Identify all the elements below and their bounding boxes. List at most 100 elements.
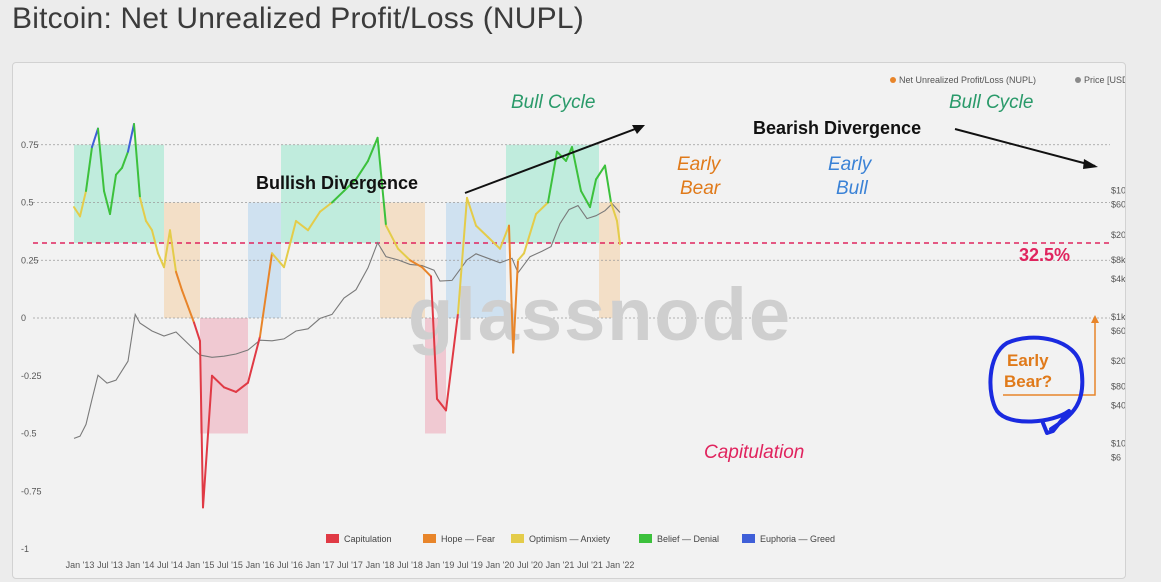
y-left-tick: -0.5	[21, 429, 37, 439]
x-tick: Jul '14	[157, 560, 183, 570]
nupl-segment	[175, 270, 183, 292]
x-tick: Jan '22	[606, 560, 635, 570]
nupl-segment	[589, 178, 597, 209]
nupl-segment	[343, 178, 357, 192]
y-left-tick: 0.75	[21, 140, 39, 150]
annotation-percent: 32.5%	[1019, 245, 1070, 265]
nupl-segment	[145, 219, 153, 232]
legend-price-dot	[1075, 77, 1081, 83]
nupl-segment	[121, 150, 129, 169]
nupl-segment	[187, 305, 195, 324]
bullish-divergence-arrow	[464, 125, 644, 194]
legend-nupl-label: Net Unrealized Profit/Loss (NUPL)	[899, 75, 1036, 85]
nupl-segment	[73, 206, 81, 218]
hand-drawn-circle	[988, 335, 1085, 435]
watermark: glassnode	[408, 273, 792, 356]
legend-label: Capitulation	[344, 534, 392, 544]
y-right-tick: $6	[1111, 452, 1121, 462]
y-axis-right: $100k $60k $20k $8k $4k $1k $600 $200 $80 $40 $10 $…	[1111, 186, 1125, 463]
nupl-segment	[355, 159, 369, 181]
x-tick: Jan '20	[486, 560, 515, 570]
y-right-tick: $40	[1111, 400, 1125, 410]
nupl-segment	[512, 259, 519, 354]
nupl-segment	[436, 397, 447, 412]
nupl-segment	[283, 219, 297, 269]
y-right-tick: $60k	[1111, 200, 1125, 210]
legend-label: Hope — Fear	[441, 534, 495, 544]
legend-bottom: Capitulation Hope — Fear Optimism — Anxiet…	[326, 534, 835, 544]
nupl-segment	[610, 201, 618, 222]
legend-label: Euphoria — Greed	[760, 534, 835, 544]
y-right-tick: $600	[1111, 326, 1125, 336]
nupl-segment	[235, 381, 249, 393]
nupl-segment	[376, 136, 387, 227]
bearish-arrowhead	[1083, 159, 1098, 169]
nupl-segment	[247, 335, 261, 384]
x-tick: Jan '21	[546, 560, 575, 570]
nupl-segment	[295, 219, 309, 232]
nupl-segment	[199, 340, 204, 509]
nupl-segment	[127, 122, 135, 153]
legend-swatch	[639, 534, 652, 543]
nupl-segment	[181, 289, 189, 308]
x-tick: Jan '13	[66, 560, 95, 570]
x-tick: Jan '19	[426, 560, 455, 570]
legend-label: Belief — Denial	[657, 534, 719, 544]
legend-swatch	[326, 534, 339, 543]
nupl-segment	[223, 386, 237, 393]
nupl-segment	[445, 312, 459, 412]
y-left-tick: 0	[21, 313, 26, 323]
x-tick: Jan '18	[366, 560, 395, 570]
nupl-segment	[103, 189, 111, 216]
y-right-tick: $80	[1111, 381, 1125, 391]
nupl-segment	[517, 252, 525, 262]
y-left-tick: -1	[21, 544, 29, 554]
y-left-tick: -0.25	[21, 371, 42, 381]
nupl-segment	[169, 229, 177, 273]
annotation-early-bull-1: Early	[828, 154, 873, 175]
nupl-segment	[475, 224, 489, 239]
x-tick: Jan '15	[186, 560, 215, 570]
y-axis-left: 0.75 0.5 0.25 0 -0.25 -0.5 -0.75 -1	[21, 140, 42, 554]
y-right-tick: $100k	[1111, 186, 1125, 196]
nupl-segment	[85, 146, 93, 192]
nupl-segment	[535, 201, 549, 216]
nupl-segment	[97, 127, 105, 192]
annotation-early-bull-2: Bull	[836, 178, 868, 199]
nupl-segment	[457, 196, 468, 315]
nupl-segment	[547, 150, 558, 204]
nupl-segment	[163, 229, 171, 269]
x-tick: Jul '20	[517, 560, 543, 570]
nupl-segment	[571, 146, 582, 192]
nupl-segment	[139, 196, 147, 222]
bullish-arrowhead	[632, 125, 645, 134]
x-tick: Jul '13	[97, 560, 123, 570]
annotation-bearish-divergence: Bearish Divergence	[753, 118, 921, 138]
x-tick: Jan '14	[126, 560, 155, 570]
annotation-early-bear-q-1: Early	[1007, 351, 1049, 370]
x-tick: Jan '16	[246, 560, 275, 570]
nupl-segment	[331, 189, 345, 204]
nupl-segment	[499, 224, 510, 250]
nupl-segment	[616, 219, 621, 246]
annotation-bullish-divergence: Bullish Divergence	[256, 173, 418, 193]
nupl-segment	[430, 275, 438, 400]
nupl-segment	[580, 189, 591, 209]
price-line	[73, 202, 621, 439]
early-bear-bracket-arrowhead	[1091, 315, 1099, 323]
nupl-segment	[409, 259, 423, 269]
nupl-segment	[523, 213, 537, 255]
nupl-segment	[604, 164, 612, 204]
early-bear-bracket	[1003, 320, 1096, 396]
nupl-segment	[466, 196, 477, 227]
nupl-segment	[319, 201, 333, 213]
x-tick: Jul '16	[277, 560, 303, 570]
y-right-tick: $20k	[1111, 230, 1125, 240]
page-title: Bitcoin: Net Unrealized Profit/Loss (NUP…	[12, 2, 584, 35]
x-tick: Jan '17	[306, 560, 335, 570]
zone-bull-cycle-2	[281, 144, 380, 243]
annotation-bull-cycle-2: Bull Cycle	[949, 92, 1033, 113]
zone-capitulation-1	[200, 318, 248, 434]
y-left-tick: -0.75	[21, 486, 42, 496]
bearish-divergence-arrow	[954, 128, 1096, 167]
